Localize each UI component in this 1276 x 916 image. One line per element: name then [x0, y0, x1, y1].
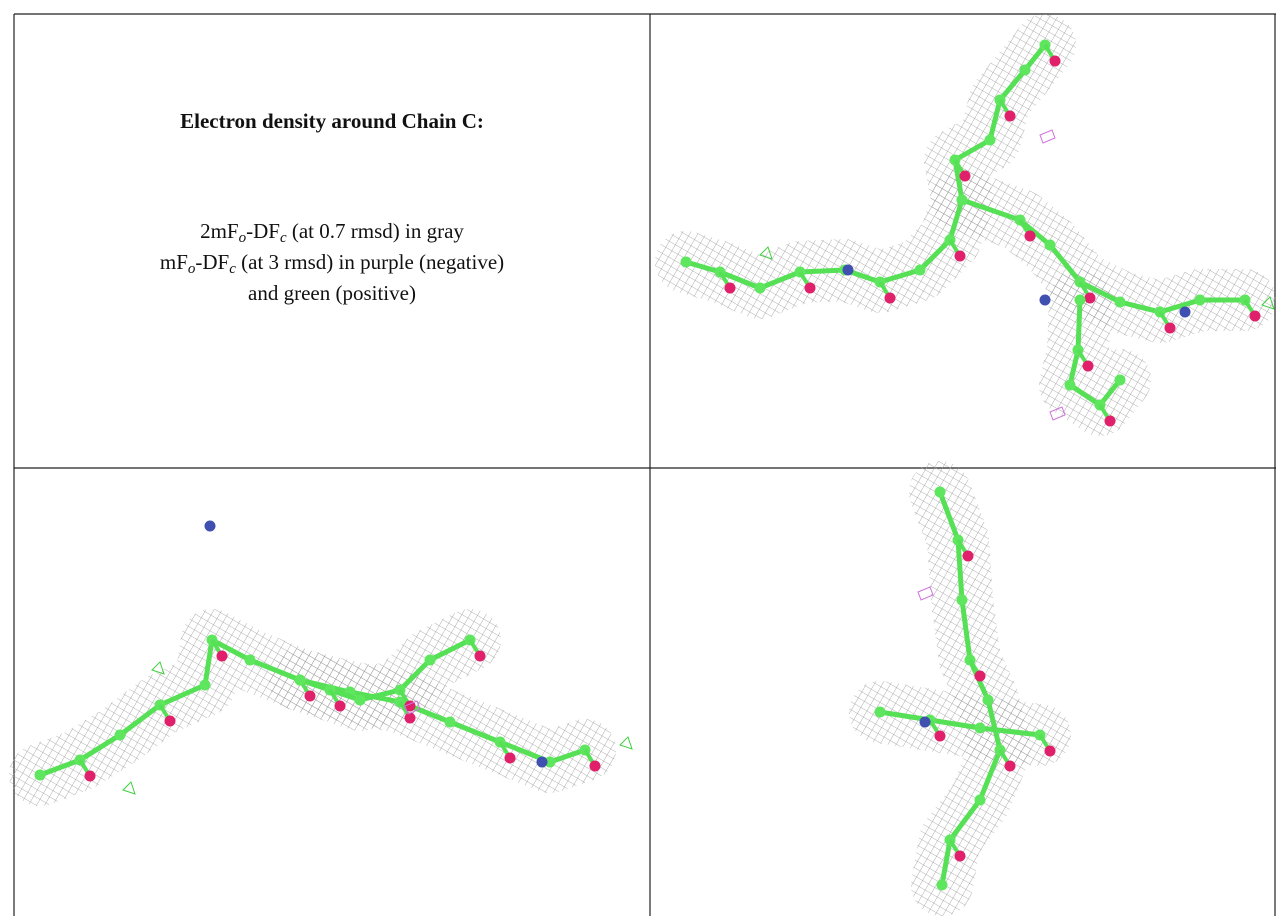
oxygen-atom [975, 671, 986, 682]
oxygen-atom [1165, 323, 1176, 334]
carbon-atom [935, 487, 946, 498]
carbon-atom [983, 695, 994, 706]
oxygen-atom [1105, 416, 1116, 427]
oxygen-atom [217, 651, 228, 662]
carbon-atom [915, 265, 926, 276]
figure: Electron density around Chain C: 2mFo-DF… [0, 0, 1276, 916]
carbon-atom [200, 680, 211, 691]
oxygen-atom [305, 691, 316, 702]
oxygen-atom [955, 851, 966, 862]
carbon-atom [295, 675, 306, 686]
oxygen-atom [85, 771, 96, 782]
oxygen-atom [1005, 111, 1016, 122]
oxygen-atom [335, 701, 346, 712]
carbon-atom [875, 707, 886, 718]
density-mesh [686, 45, 1045, 288]
carbon-atom [355, 695, 366, 706]
carbon-atom [1045, 240, 1056, 251]
carbon-atom [445, 717, 456, 728]
oxygen-atom [963, 551, 974, 562]
body: Electron density around Chain C: 2mFo-DF… [0, 0, 1276, 916]
caption-text: (at 0.7 rmsd) in gray [287, 219, 465, 243]
carbon-atom [975, 795, 986, 806]
caption-text: mF [160, 250, 188, 274]
carbon-atom [35, 770, 46, 781]
carbon-atom [1020, 65, 1031, 76]
oxygen-atom [1250, 311, 1261, 322]
nitrogen-atom [1040, 295, 1051, 306]
positive-density [123, 782, 135, 794]
oxygen-atom [885, 293, 896, 304]
carbon-atom [245, 655, 256, 666]
carbon-atom [755, 283, 766, 294]
carbon-atom [115, 730, 126, 741]
table-grid [14, 14, 1276, 916]
oxygen-atom [960, 171, 971, 182]
oxygen-atom [805, 283, 816, 294]
caption-title: Electron density around Chain C: [180, 109, 484, 133]
nitrogen-atom [205, 521, 216, 532]
nitrogen-atom [920, 717, 931, 728]
carbon-atom [957, 595, 968, 606]
carbon-atom [681, 257, 692, 268]
carbon-atom [975, 723, 986, 734]
carbon-atom [957, 195, 968, 206]
page: {"caption": {"title": "Electron density … [0, 0, 1276, 916]
negative-density [1040, 130, 1055, 143]
nitrogen-atom [1180, 307, 1191, 318]
carbon-atom [1075, 295, 1086, 306]
carbon-atom [1065, 380, 1076, 391]
oxygen-atom [955, 251, 966, 262]
molecule-renderings [35, 40, 1275, 891]
oxygen-atom [1005, 761, 1016, 772]
caption-text: -DF [195, 250, 229, 274]
oxygen-atom [590, 761, 601, 772]
caption-line: mFo-DFc (at 3 rmsd) in purple (negative) [160, 250, 504, 277]
oxygen-atom [1025, 231, 1036, 242]
carbon-atom [1115, 297, 1126, 308]
oxygen-atom [1050, 56, 1061, 67]
carbon-atom [1195, 295, 1206, 306]
nitrogen-atom [843, 265, 854, 276]
caption-text: 2mF [200, 219, 239, 243]
oxygen-atom [165, 716, 176, 727]
caption-text: -DF [246, 219, 280, 243]
oxygen-atom [1085, 293, 1096, 304]
carbon-atom [1115, 375, 1126, 386]
caption-lines: 2mFo-DFc (at 0.7 rmsd) in gray mFo-DFc (a… [160, 219, 504, 305]
oxygen-atom [725, 283, 736, 294]
positive-density [620, 737, 632, 749]
nitrogen-atom [537, 757, 548, 768]
oxygen-atom [1083, 361, 1094, 372]
oxygen-atom [405, 713, 416, 724]
oxygen-atom [1045, 746, 1056, 757]
caption-text: and green (positive) [248, 281, 416, 305]
oxygen-atom [475, 651, 486, 662]
oxygen-atom [505, 753, 516, 764]
oxygen-atom [935, 731, 946, 742]
caption-text: (at 3 rmsd) in purple (negative) [236, 250, 504, 274]
carbon-atom [985, 135, 996, 146]
caption-line: 2mFo-DFc (at 0.7 rmsd) in gray [200, 219, 464, 246]
carbon-atom [937, 880, 948, 891]
carbon-atom [425, 655, 436, 666]
caption-line: and green (positive) [248, 281, 416, 305]
